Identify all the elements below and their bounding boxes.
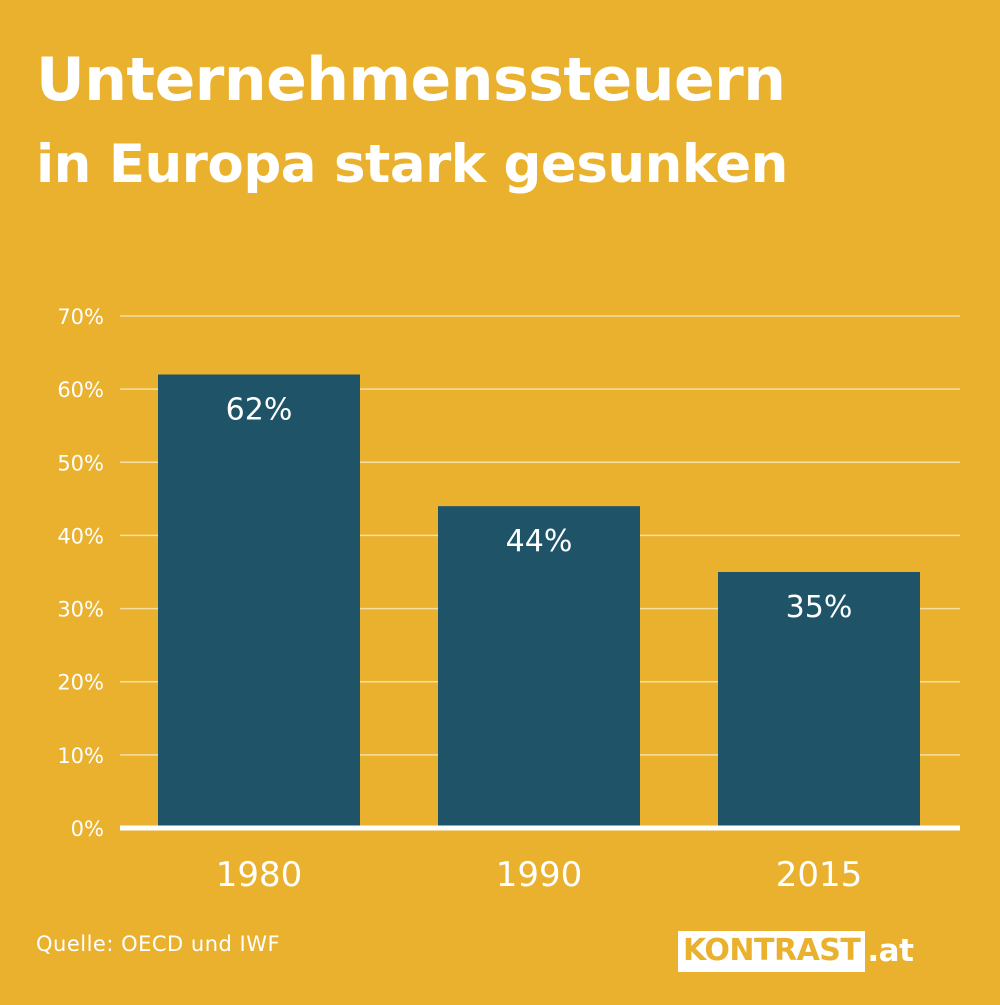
data-label: 35% — [786, 590, 853, 625]
bar-1990 — [438, 506, 640, 828]
bar-1980 — [158, 374, 360, 828]
logo-wordmark: KONTRAST — [678, 930, 866, 972]
bars — [158, 374, 920, 828]
data-label: 62% — [226, 393, 293, 428]
x-tick-label: 2015 — [776, 855, 863, 895]
y-tick-label: 30% — [57, 598, 104, 622]
y-tick-label: 20% — [57, 671, 104, 695]
bar-2015 — [718, 572, 920, 828]
y-tick-label: 0% — [71, 817, 104, 841]
y-axis-tick-labels: 0% 10% 20% 30% 40% 50% 60% 70% — [57, 305, 104, 841]
y-tick-label: 60% — [57, 378, 104, 402]
chart-title-line-2: in Europa stark gesunken — [36, 134, 788, 195]
y-tick-label: 50% — [57, 451, 104, 475]
x-tick-label: 1990 — [496, 855, 583, 895]
chart-title: Unternehmenssteuern in Europa stark gesu… — [36, 50, 788, 191]
data-label: 44% — [506, 524, 573, 559]
kontrast-logo: KONTRAST .at — [678, 930, 914, 972]
source-note: Quelle: OECD und IWF — [36, 932, 281, 956]
x-tick-label: 1980 — [216, 855, 303, 895]
x-axis-tick-labels: 1980 1990 2015 — [216, 855, 863, 895]
bar-chart: 0%10%20%30%40%50%60%70% 62%44%35% 1980 19… — [57, 305, 960, 895]
logo-domain-suffix: .at — [867, 933, 914, 969]
y-tick-label: 70% — [57, 305, 104, 329]
y-tick-label: 10% — [57, 744, 104, 768]
data-labels: 62% 44% 35% — [226, 393, 853, 625]
chart-title-line-1: Unternehmenssteuern — [36, 45, 786, 115]
y-tick-label: 40% — [57, 524, 104, 548]
